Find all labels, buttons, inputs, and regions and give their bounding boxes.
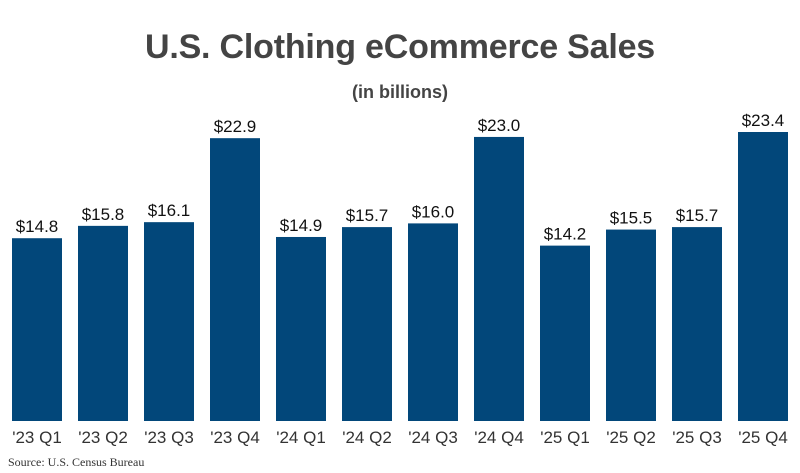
- bar-value-label: $14.8: [16, 217, 59, 236]
- bar-value-label: $16.0: [412, 202, 455, 221]
- bar-4: [276, 236, 326, 421]
- x-tick-label: '23 Q4: [210, 428, 260, 447]
- x-tick-label: '24 Q3: [408, 428, 458, 447]
- bar-value-label: $15.5: [610, 209, 653, 228]
- bar-value-label: $23.0: [478, 116, 521, 135]
- bar-7: [474, 136, 524, 421]
- x-tick-label: '23 Q3: [144, 428, 194, 447]
- bar-value-label: $15.7: [346, 206, 389, 225]
- x-tick-label: '24 Q2: [342, 428, 392, 447]
- chart-title: U.S. Clothing eCommerce Sales: [144, 28, 655, 66]
- bar-10: [672, 227, 722, 421]
- bar-value-label: $22.9: [214, 117, 257, 136]
- x-tick-label: '25 Q4: [738, 428, 788, 447]
- x-tick-label: '23 Q2: [78, 428, 128, 447]
- bar-value-label: $15.8: [82, 205, 125, 224]
- chart-subtitle: (in billions): [352, 82, 448, 102]
- bar-value-label: $14.2: [544, 225, 587, 244]
- x-tick-label: '25 Q2: [606, 428, 656, 447]
- bar-value-label: $14.9: [280, 216, 323, 235]
- bar-11: [738, 132, 788, 421]
- bar-9: [606, 229, 656, 421]
- x-tick-label: '24 Q4: [474, 428, 524, 447]
- x-tick-label: '23 Q1: [12, 428, 62, 447]
- bar-2: [144, 222, 194, 421]
- x-tick-label: '25 Q1: [540, 428, 590, 447]
- bar-8: [540, 245, 590, 421]
- bar-0: [12, 238, 62, 421]
- bar-value-label: $16.1: [148, 201, 191, 220]
- bar-value-label: $23.4: [742, 111, 785, 130]
- bar-value-label: $15.7: [676, 206, 719, 225]
- bar-5: [342, 227, 392, 421]
- x-tick-label: '24 Q1: [276, 428, 326, 447]
- source-note: Source: U.S. Census Bureau: [8, 455, 145, 469]
- x-tick-label: '25 Q3: [672, 428, 722, 447]
- bar-1: [78, 225, 128, 421]
- bar-6: [408, 223, 458, 421]
- bar-3: [210, 138, 260, 421]
